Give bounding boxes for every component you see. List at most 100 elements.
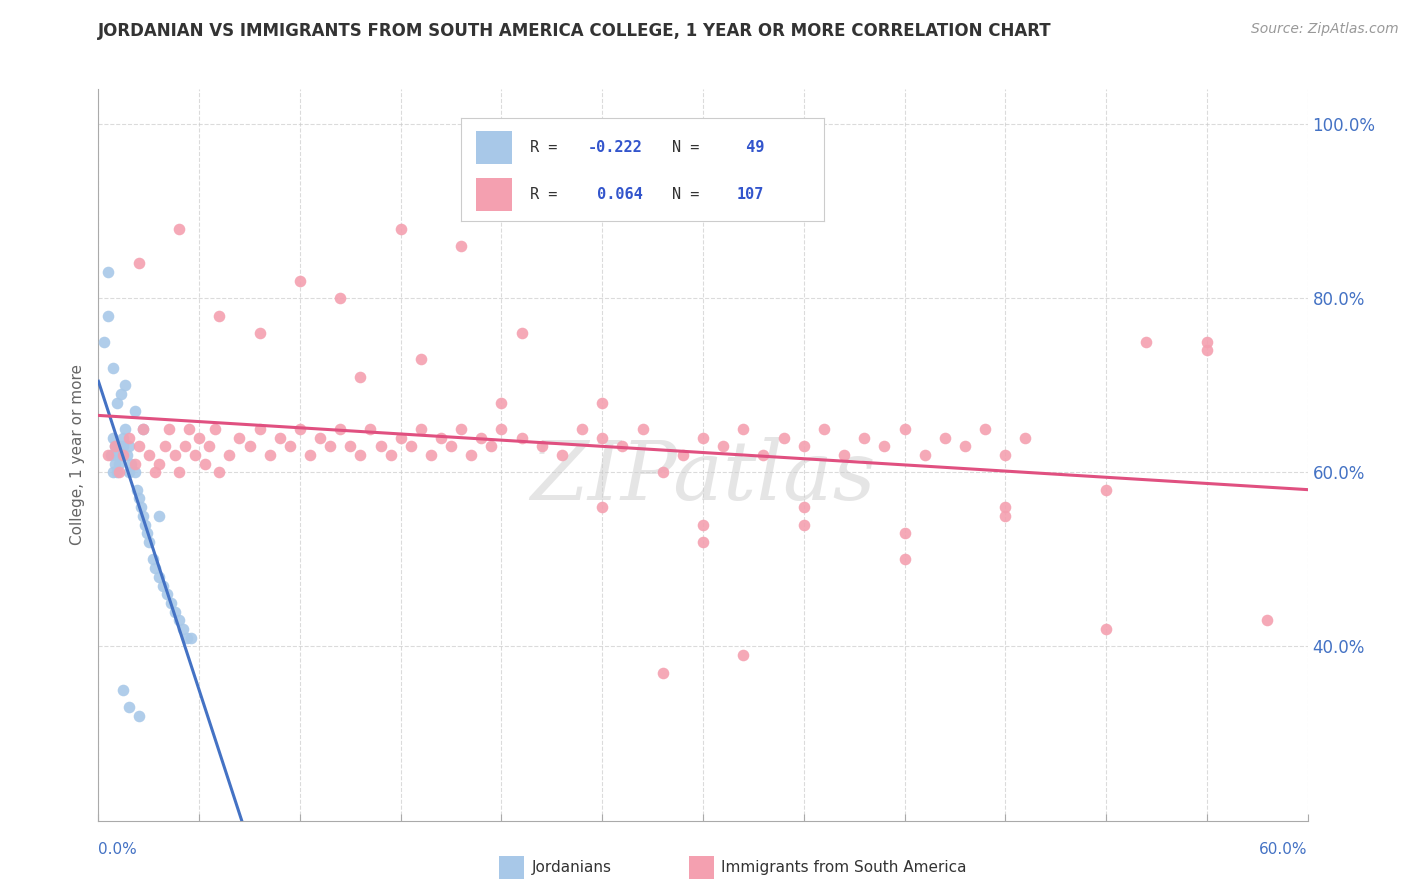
Point: [135, 526, 157, 541]
Point: [832, 448, 855, 462]
Point: [163, 605, 186, 619]
Point: [1135, 334, 1157, 349]
Point: [128, 491, 150, 506]
Point: [994, 508, 1017, 523]
Point: [430, 430, 453, 444]
Point: [309, 430, 332, 444]
Point: [772, 430, 794, 444]
Point: [692, 430, 714, 444]
Point: [953, 439, 976, 453]
Point: [994, 448, 1017, 462]
Point: [110, 448, 132, 462]
Point: [853, 430, 876, 444]
Point: [143, 561, 166, 575]
Point: [107, 466, 129, 480]
Point: [914, 448, 936, 462]
Point: [259, 448, 281, 462]
Point: [111, 439, 134, 453]
Point: [974, 422, 997, 436]
Point: [893, 422, 915, 436]
Point: [612, 439, 634, 453]
Point: [160, 596, 183, 610]
Point: [239, 439, 262, 453]
Point: [349, 369, 371, 384]
Point: [97, 309, 120, 323]
Point: [591, 430, 613, 444]
Point: [380, 448, 402, 462]
Point: [132, 508, 155, 523]
Point: [103, 439, 125, 453]
Point: [107, 457, 129, 471]
Point: [105, 395, 128, 409]
Point: [124, 466, 146, 480]
Point: [440, 439, 463, 453]
Point: [249, 422, 271, 436]
Point: [110, 387, 132, 401]
Point: [128, 439, 150, 453]
Point: [148, 508, 170, 523]
Point: [249, 326, 271, 340]
Point: [1195, 334, 1218, 349]
Point: [120, 457, 142, 471]
Point: [114, 422, 136, 436]
Point: [148, 457, 170, 471]
Point: [138, 535, 160, 549]
Point: [873, 439, 896, 453]
Point: [156, 587, 179, 601]
Point: [176, 631, 198, 645]
Point: [329, 291, 352, 305]
Point: [510, 326, 533, 340]
Point: [591, 500, 613, 515]
Text: 60.0%: 60.0%: [1260, 842, 1308, 857]
Point: [793, 500, 815, 515]
Point: [450, 422, 472, 436]
Text: 0.0%: 0.0%: [98, 842, 138, 857]
Point: [105, 448, 128, 462]
Point: [651, 665, 673, 680]
Point: [124, 457, 146, 471]
Point: [752, 448, 775, 462]
Point: [105, 466, 128, 480]
Point: [711, 439, 734, 453]
Point: [651, 466, 673, 480]
Point: [460, 448, 482, 462]
Point: [510, 430, 533, 444]
Point: [118, 466, 141, 480]
Point: [672, 448, 695, 462]
Point: [132, 422, 155, 436]
Point: [288, 422, 311, 436]
Point: [793, 517, 815, 532]
Point: [163, 448, 186, 462]
Point: [152, 578, 174, 592]
Point: [1095, 483, 1118, 497]
Point: [101, 430, 124, 444]
Point: [793, 439, 815, 453]
Point: [101, 360, 124, 375]
Point: [198, 439, 221, 453]
Point: [409, 352, 432, 367]
Point: [893, 526, 915, 541]
Point: [893, 552, 915, 566]
Point: [125, 483, 148, 497]
Y-axis label: College, 1 year or more: College, 1 year or more: [69, 365, 84, 545]
Point: [339, 439, 361, 453]
Point: [118, 430, 141, 444]
Point: [389, 430, 412, 444]
Point: [733, 648, 755, 663]
Point: [184, 448, 207, 462]
Point: [692, 517, 714, 532]
Point: [103, 457, 125, 471]
Text: ZIPatlas: ZIPatlas: [530, 437, 876, 516]
Point: [148, 570, 170, 584]
Point: [107, 439, 129, 453]
Point: [631, 422, 654, 436]
Point: [128, 256, 150, 270]
Point: [288, 274, 311, 288]
Point: [228, 430, 250, 444]
Point: [118, 439, 141, 453]
Point: [278, 439, 301, 453]
Point: [204, 422, 226, 436]
Point: [1014, 430, 1036, 444]
Text: JORDANIAN VS IMMIGRANTS FROM SOUTH AMERICA COLLEGE, 1 YEAR OR MORE CORRELATION C: JORDANIAN VS IMMIGRANTS FROM SOUTH AMERI…: [98, 22, 1052, 40]
Point: [129, 500, 152, 515]
